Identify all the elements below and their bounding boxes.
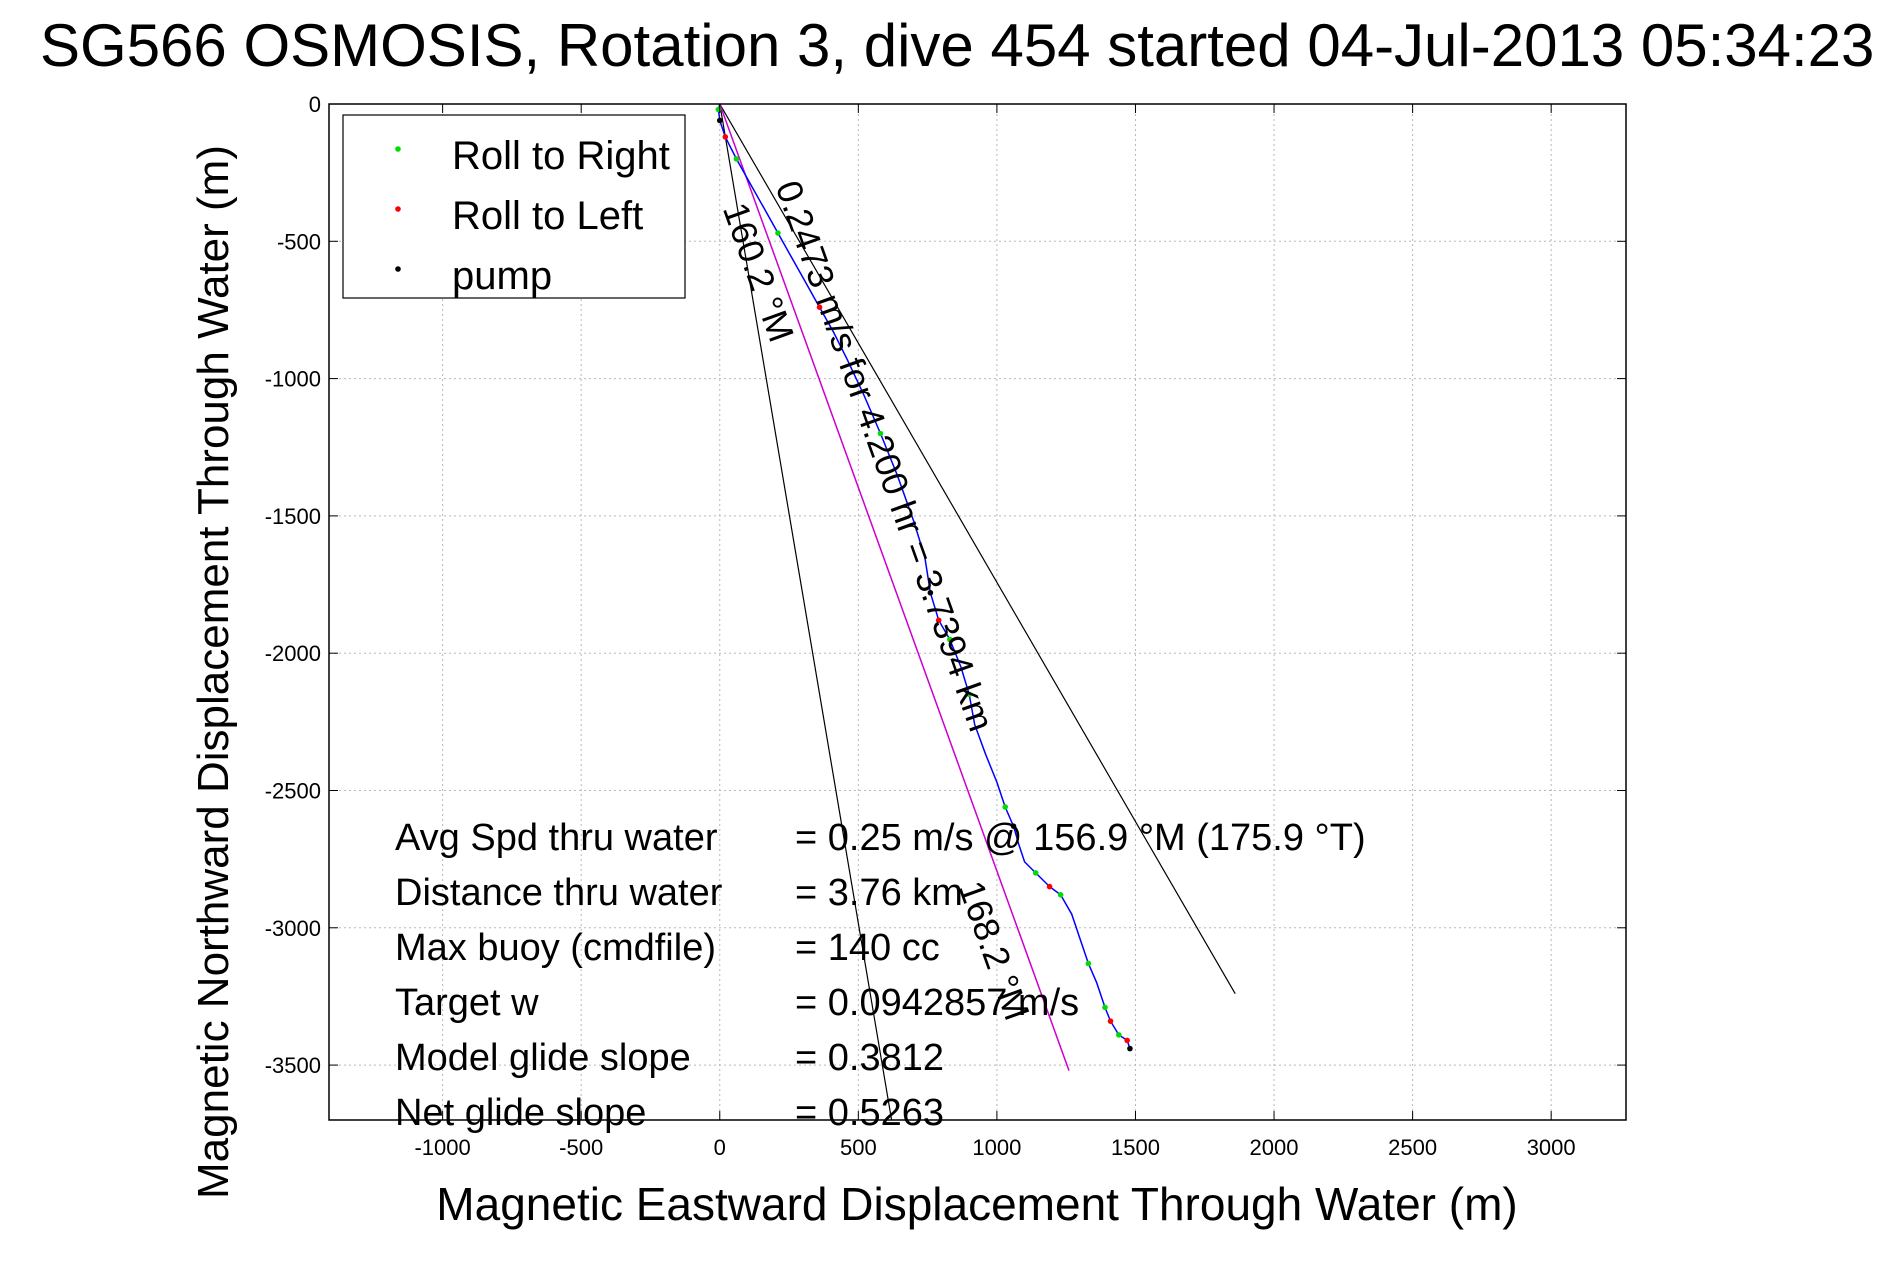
stat-value: = 3.76 km	[795, 872, 963, 914]
roll-right-point	[715, 106, 722, 113]
roll-left-point	[816, 304, 823, 311]
roll-right-point	[775, 230, 781, 236]
y-tick-label: 0	[309, 92, 321, 117]
y-tick-label: -500	[277, 229, 321, 254]
x-tick-label: 2500	[1388, 1135, 1437, 1160]
x-tick-label: -1000	[414, 1135, 470, 1160]
y-axis-ticks: 0 -500 -1000 -1500 -2000 -2500 -3000 -3500	[265, 92, 1626, 1078]
legend: Roll to Right Roll to Left pump	[342, 114, 686, 299]
roll-right-point	[1102, 1004, 1108, 1011]
y-tick-label: -1000	[265, 367, 321, 392]
x-tick-label: 1500	[1111, 1135, 1160, 1160]
roll-right-point	[1002, 804, 1009, 810]
roll-right-point	[966, 691, 972, 698]
track-annotation: 0.2473 m/s for 4.200 hr = 3.7394 km	[768, 175, 1003, 736]
pump-point	[927, 589, 934, 596]
roll-left-point	[722, 134, 729, 140]
stat-value: = 140 cc	[795, 927, 940, 969]
y-tick-label: -3000	[265, 916, 321, 941]
x-tick-label: -500	[559, 1135, 603, 1160]
stat-label: Target w	[395, 982, 539, 1024]
pump-point	[1127, 1045, 1133, 1052]
pump-point	[1010, 823, 1017, 829]
legend-marker	[395, 206, 401, 212]
x-tick-label: 2000	[1250, 1135, 1299, 1160]
stat-value: = 0.25 m/s @ 156.9 °M (175.9 °T)	[795, 817, 1366, 859]
y-axis-label: Magnetic Northward Displacement Through …	[189, 145, 238, 1199]
cone-lines	[719, 103, 1236, 1121]
stat-label: Model glide slope	[395, 1037, 691, 1079]
roll-right-point	[1085, 960, 1092, 967]
roll-right-point	[733, 156, 740, 162]
legend-label: pump	[452, 254, 552, 298]
x-axis-label: Magnetic Eastward Displacement Through W…	[436, 1178, 1517, 1230]
cone-line	[719, 103, 893, 1121]
x-tick-label: 3000	[1527, 1135, 1576, 1160]
y-tick-label: -2000	[265, 641, 321, 666]
stat-value: = 0.5263	[795, 1092, 944, 1134]
stat-label: Net glide slope	[395, 1092, 646, 1134]
dive-track	[717, 103, 1131, 1049]
x-tick-label: 1000	[972, 1135, 1021, 1160]
track-line	[717, 103, 1131, 1049]
roll-right-point	[1057, 892, 1064, 898]
stat-value: = 0.3812	[795, 1037, 944, 1079]
plot-area	[328, 103, 1627, 1121]
roll-left-point	[935, 617, 942, 624]
x-tick-label: 0	[714, 1135, 726, 1160]
stat-label: Avg Spd thru water	[395, 817, 718, 859]
legend-marker	[395, 266, 401, 272]
roll-left-point	[1046, 883, 1053, 890]
stat-label: Distance thru water	[395, 872, 723, 914]
x-tick-label: 500	[840, 1135, 877, 1160]
legend-label: Roll to Left	[452, 194, 643, 238]
stat-value: = 0.0942857 m/s	[795, 982, 1079, 1024]
y-tick-label: -1500	[265, 504, 321, 529]
legend-marker	[395, 146, 401, 152]
heading-line-path	[719, 103, 1070, 1071]
roll-left-point	[1124, 1037, 1130, 1044]
roll-right-point	[1116, 1032, 1122, 1038]
y-tick-label: -2500	[265, 778, 321, 803]
roll-right-point	[946, 636, 953, 643]
roll-right-point	[1032, 870, 1039, 876]
stats-block: Avg Spd thru water = 0.25 m/s @ 156.9 °M …	[395, 817, 1366, 1134]
cone-line	[719, 103, 1236, 995]
pump-point	[716, 117, 723, 124]
roll-left-point	[1107, 1018, 1114, 1024]
legend-label: Roll to Right	[452, 134, 670, 178]
heading-line	[719, 103, 1070, 1071]
stat-label: Max buoy (cmdfile)	[395, 927, 716, 969]
y-tick-label: -3500	[265, 1053, 321, 1078]
chart-title: SG566 OSMOSIS, Rotation 3, dive 454 star…	[40, 12, 1874, 79]
x-axis-ticks: -1000 -500 0 500 1000 1500 2000 2500 3000	[414, 104, 1576, 1160]
roll-right-point	[877, 430, 884, 437]
